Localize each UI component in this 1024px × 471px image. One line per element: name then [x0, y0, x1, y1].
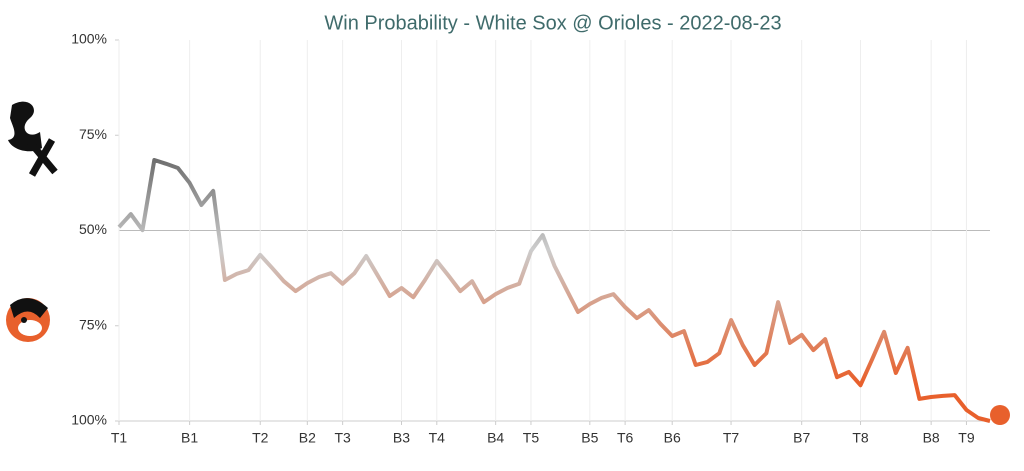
win-probability-line [117, 158, 991, 423]
y-tick-label: 100% [71, 31, 107, 47]
y-tick-label: 50% [79, 221, 107, 237]
y-tick-label: 75% [79, 316, 107, 332]
white-sox-logo [8, 101, 58, 177]
y-tick-label: 75% [79, 126, 107, 142]
x-tick-label: B1 [181, 430, 198, 446]
x-tick-label: B8 [923, 430, 940, 446]
x-tick-label: T1 [111, 430, 128, 446]
x-tick-label: B6 [664, 430, 681, 446]
x-tick-label: T9 [958, 430, 975, 446]
x-tick-label: T6 [617, 430, 634, 446]
x-tick-label: T2 [252, 430, 269, 446]
y-tick-label: 100% [71, 412, 107, 428]
orioles-logo [6, 298, 50, 342]
x-tick-label: B7 [793, 430, 810, 446]
x-tick-label: B5 [581, 430, 598, 446]
x-tick-label: B4 [487, 430, 504, 446]
chart-title: Win Probability - White Sox @ Orioles - … [324, 12, 781, 34]
x-tick-label: B3 [393, 430, 410, 446]
x-tick-label: B2 [299, 430, 316, 446]
x-tick-label: T3 [334, 430, 351, 446]
x-tick-label: T7 [723, 430, 740, 446]
x-tick-label: T8 [852, 430, 869, 446]
end-logo [990, 405, 1010, 425]
x-tick-label: T4 [429, 430, 446, 446]
x-tick-label: T5 [523, 430, 540, 446]
